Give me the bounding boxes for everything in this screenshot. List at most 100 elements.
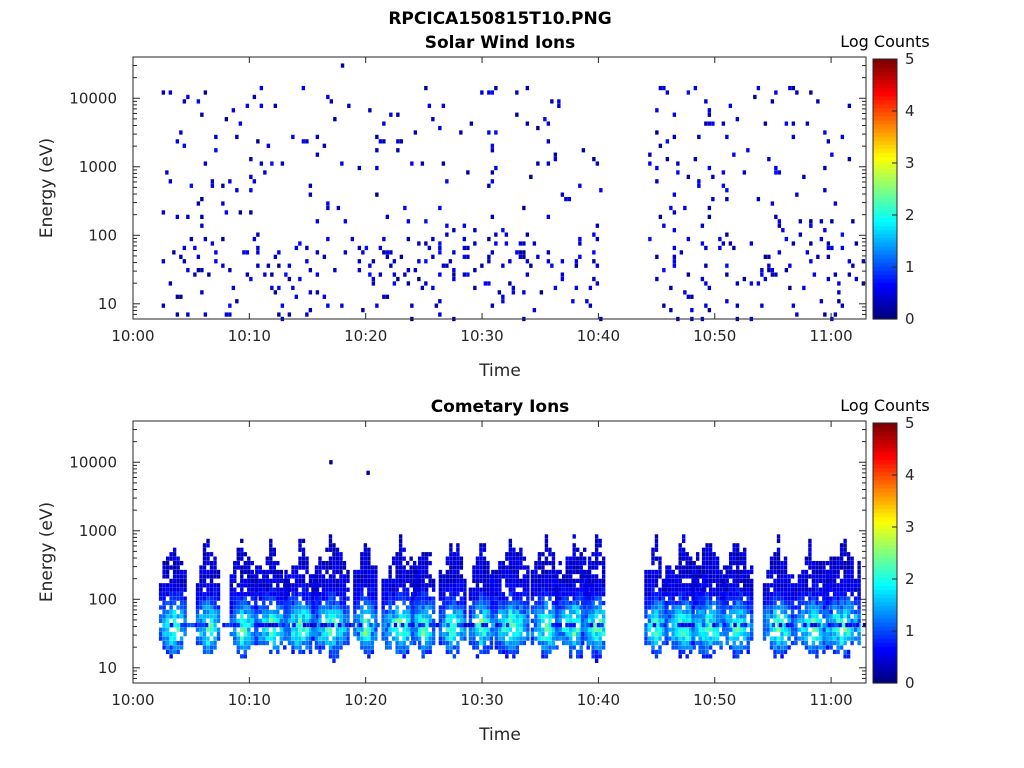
heatmap-cell [480, 90, 484, 95]
heatmap-cell [819, 236, 824, 242]
heatmap-cell [384, 627, 389, 632]
heatmap-cell [572, 569, 576, 575]
colorbar-swatch [873, 674, 897, 680]
heatmap-cell [601, 632, 606, 637]
colorbar-swatch [873, 148, 897, 154]
heatmap-cell [708, 623, 713, 628]
heatmap-cell [265, 560, 269, 566]
heatmap-cell [321, 592, 326, 597]
heatmap-cell [857, 592, 861, 597]
heatmap-cell [363, 636, 368, 641]
heatmap-cell [328, 578, 333, 584]
heatmap-cell [519, 627, 523, 632]
heatmap-cell [356, 583, 361, 588]
heatmap-cell [229, 578, 233, 584]
heatmap-cell [308, 649, 313, 655]
heatmap-cell [736, 556, 740, 561]
heatmap-cell [169, 645, 173, 650]
heatmap-cell [557, 99, 561, 104]
heatmap-cell [452, 272, 456, 277]
heatmap-cell [395, 578, 399, 584]
heatmap-cell [472, 632, 476, 637]
heatmap-cell [424, 632, 429, 637]
heatmap-cell [301, 547, 306, 552]
heatmap-cell [584, 587, 588, 592]
heatmap-cell [249, 210, 253, 215]
heatmap-cell [332, 600, 336, 606]
heatmap-cell [582, 605, 587, 610]
heatmap-cell [783, 623, 788, 628]
heatmap-cell [284, 578, 288, 584]
heatmap-cell [165, 614, 170, 619]
heatmap-cell [829, 574, 833, 579]
heatmap-cell [661, 609, 666, 615]
heatmap-cell [708, 547, 713, 552]
heatmap-cell [294, 245, 299, 251]
heatmap-cell [176, 556, 180, 561]
colorbar-swatch [873, 176, 897, 182]
heatmap-cell [584, 578, 588, 584]
heatmap-cell [494, 636, 499, 641]
heatmap-cell [301, 609, 306, 615]
heatmap-cell [409, 578, 413, 584]
heatmap-cell [575, 618, 580, 623]
heatmap-cell [832, 627, 837, 632]
heatmap-cell [254, 600, 258, 606]
heatmap-cell [456, 622, 461, 628]
heatmap-cell [363, 600, 368, 606]
heatmap-cell [725, 232, 729, 237]
heatmap-cell [438, 587, 443, 592]
heatmap-cell [368, 263, 372, 268]
heatmap-cell [258, 640, 262, 646]
heatmap-cell [647, 583, 652, 588]
heatmap-cell [674, 587, 679, 592]
heatmap-cell [736, 623, 740, 628]
heatmap-cell [225, 622, 230, 628]
heatmap-cell [694, 596, 699, 601]
heatmap-cell [342, 578, 347, 584]
heatmap-cell [825, 645, 830, 650]
heatmap-cell [704, 263, 708, 268]
heatmap-cell [213, 556, 217, 561]
heatmap-cell [402, 636, 406, 641]
heatmap-cell [279, 578, 283, 584]
heatmap-cell [363, 569, 368, 575]
heatmap-cell [305, 600, 309, 606]
heatmap-cell [298, 609, 302, 615]
heatmap-cell [202, 640, 207, 646]
heatmap-cell [370, 640, 375, 646]
heatmap-cell [169, 583, 173, 588]
heatmap-cell [763, 254, 768, 259]
heatmap-cell [857, 560, 861, 566]
heatmap-cell [206, 649, 210, 655]
heatmap-cell [405, 627, 410, 632]
heatmap-cell [505, 565, 509, 570]
heatmap-cell [375, 192, 379, 197]
heatmap-cell [508, 552, 513, 557]
heatmap-cell [452, 609, 457, 615]
heatmap-cell [685, 556, 689, 561]
heatmap-cell [598, 645, 602, 650]
heatmap-cell [262, 640, 266, 646]
heatmap-cell [445, 627, 450, 632]
heatmap-cell [743, 547, 747, 552]
heatmap-cell [438, 250, 442, 255]
heatmap-cell [537, 618, 542, 623]
heatmap-cell [598, 636, 602, 641]
heatmap-cell [370, 574, 375, 579]
heatmap-cell [384, 614, 389, 619]
heatmap-cell [712, 565, 716, 570]
heatmap-cell [291, 614, 295, 619]
heatmap-cell [575, 556, 580, 561]
heatmap-cell [381, 600, 385, 606]
heatmap-cell [578, 241, 582, 246]
colorbar-swatch [873, 589, 897, 595]
heatmap-cell [722, 627, 726, 632]
heatmap-cell [501, 569, 506, 575]
heatmap-cell [769, 636, 774, 641]
heatmap-cell [791, 134, 796, 140]
heatmap-cell [544, 556, 549, 561]
heatmap-cell [822, 640, 826, 646]
heatmap-cell [428, 618, 432, 623]
heatmap-cell [374, 596, 378, 601]
